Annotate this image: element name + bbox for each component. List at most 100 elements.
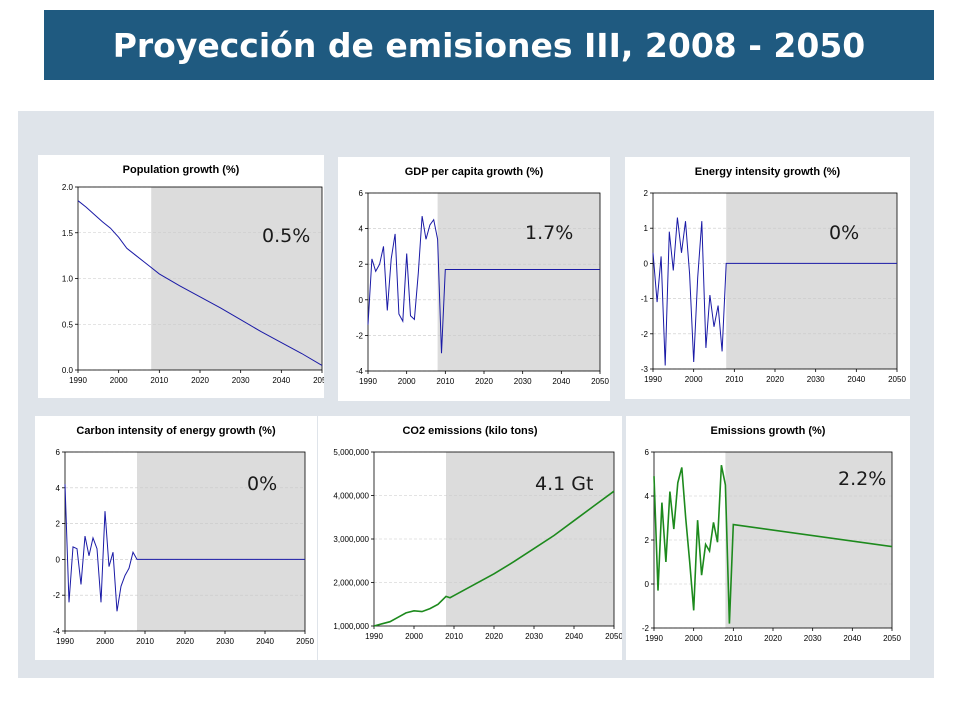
x-tick-label: 2020 bbox=[766, 375, 784, 384]
x-tick-label: 2010 bbox=[136, 637, 154, 646]
series-line bbox=[64, 484, 305, 612]
y-tick-label: 2.0 bbox=[62, 183, 74, 192]
y-tick-label: -2 bbox=[53, 591, 61, 600]
x-tick-label: 2050 bbox=[591, 377, 609, 386]
x-tick-label: 2020 bbox=[176, 637, 194, 646]
x-tick-label: 2020 bbox=[191, 376, 209, 385]
x-tick-label: 2040 bbox=[272, 376, 290, 385]
x-tick-label: 2040 bbox=[565, 632, 583, 641]
y-tick-label: 1.0 bbox=[62, 275, 74, 284]
chart-annotation-population: 0.5% bbox=[262, 225, 311, 247]
y-tick-label: -1 bbox=[641, 295, 649, 304]
chart-title: GDP per capita growth (%) bbox=[405, 166, 544, 178]
chart-annotation-carbon: 0% bbox=[247, 473, 278, 495]
x-tick-label: 2020 bbox=[485, 632, 503, 641]
x-tick-label: 1990 bbox=[69, 376, 87, 385]
x-tick-label: 2030 bbox=[216, 637, 234, 646]
population-growth-chart: Population growth (%) 0.0 0.5 1.0 1.5 2.0 1990… bbox=[38, 155, 324, 398]
x-tick-label: 2020 bbox=[475, 377, 493, 386]
series-line bbox=[77, 200, 323, 366]
plot-frame bbox=[653, 451, 893, 629]
y-tick-label: 0 bbox=[359, 296, 364, 305]
series-line bbox=[367, 216, 600, 354]
chart-annotation-emissions: 2.2% bbox=[838, 468, 887, 490]
x-tick-label: 2010 bbox=[725, 375, 743, 384]
y-tick-label: 2 bbox=[56, 520, 61, 529]
plot-frame bbox=[77, 186, 323, 371]
x-tick-label: 2000 bbox=[110, 376, 128, 385]
plot-frame bbox=[64, 451, 306, 632]
energy-intensity-growth-chart: Energy intensity growth (%) -3 -2 -1 0 1 2 1990… bbox=[625, 157, 910, 399]
y-tick-label: 3,000,000 bbox=[333, 535, 369, 544]
y-tick-label: 2,000,000 bbox=[333, 579, 369, 588]
projection-shade bbox=[137, 452, 305, 631]
y-tick-label: 2 bbox=[644, 189, 649, 198]
x-tick-label: 2050 bbox=[888, 375, 906, 384]
x-tick-label: 1990 bbox=[645, 634, 663, 643]
y-tick-label: 4 bbox=[645, 492, 650, 501]
chart-annotation-energy: 0% bbox=[829, 222, 860, 244]
x-tick-label: 2030 bbox=[514, 377, 532, 386]
y-tick-label: 0 bbox=[645, 580, 650, 589]
chart-title: Emissions growth (%) bbox=[711, 425, 826, 437]
x-tick-label: 2020 bbox=[764, 634, 782, 643]
x-tick-label: 2030 bbox=[807, 375, 825, 384]
y-tick-label: 5,000,000 bbox=[333, 448, 369, 457]
chart-title: Population growth (%) bbox=[123, 164, 240, 176]
plot-frame bbox=[652, 192, 898, 370]
emissions-growth-chart: Emissions growth (%) -2 0 2 4 6 1990 2000 2010 20… bbox=[626, 416, 910, 660]
y-tick-label: 1 bbox=[644, 224, 649, 233]
y-tick-label: 0.0 bbox=[62, 366, 74, 375]
chart-title: CO2 emissions (kilo tons) bbox=[402, 425, 537, 437]
plot-frame bbox=[367, 192, 601, 372]
page-title: Proyección de emisiones III, 2008 - 2050 bbox=[44, 10, 934, 80]
y-tick-label: -2 bbox=[642, 624, 650, 633]
x-tick-label: 2050 bbox=[313, 376, 324, 385]
x-tick-label: 2050 bbox=[883, 634, 901, 643]
x-tick-label: 2010 bbox=[445, 632, 463, 641]
x-tick-label: 2000 bbox=[96, 637, 114, 646]
x-tick-label: 1990 bbox=[56, 637, 74, 646]
projection-shade bbox=[726, 193, 897, 369]
y-tick-label: 4,000,000 bbox=[333, 492, 369, 501]
x-tick-label: 2010 bbox=[436, 377, 454, 386]
projection-shade bbox=[437, 193, 600, 371]
projection-shade bbox=[151, 187, 322, 370]
y-tick-label: -2 bbox=[356, 331, 364, 340]
plot-frame bbox=[373, 451, 615, 627]
x-tick-label: 2010 bbox=[150, 376, 168, 385]
x-tick-label: 2000 bbox=[398, 377, 416, 386]
gdp-per-capita-growth-chart: GDP per capita growth (%) -4 -2 0 2 4 6 1990 200… bbox=[338, 157, 610, 401]
chart-title: Carbon intensity of energy growth (%) bbox=[76, 425, 276, 437]
x-tick-label: 2030 bbox=[804, 634, 822, 643]
y-tick-label: 0 bbox=[644, 259, 649, 268]
x-tick-label: 2050 bbox=[296, 637, 314, 646]
y-tick-label: 6 bbox=[359, 189, 364, 198]
y-tick-label: 0.5 bbox=[62, 320, 74, 329]
series-line bbox=[653, 465, 893, 624]
x-tick-label: 2000 bbox=[405, 632, 423, 641]
x-tick-label: 2040 bbox=[843, 634, 861, 643]
x-tick-label: 2050 bbox=[605, 632, 622, 641]
x-tick-label: 1990 bbox=[644, 375, 662, 384]
chart-annotation-co2: 4.1 Gt bbox=[535, 473, 594, 495]
series-line bbox=[652, 217, 897, 366]
y-tick-label: 1.5 bbox=[62, 229, 74, 238]
x-tick-label: 2040 bbox=[552, 377, 570, 386]
x-tick-label: 2000 bbox=[685, 375, 703, 384]
x-tick-label: 2000 bbox=[685, 634, 703, 643]
x-tick-label: 1990 bbox=[365, 632, 383, 641]
y-tick-label: -4 bbox=[53, 627, 61, 636]
y-tick-label: 6 bbox=[645, 448, 650, 457]
carbon-intensity-growth-chart: Carbon intensity of energy growth (%) -4 -… bbox=[35, 416, 317, 660]
y-tick-label: -3 bbox=[641, 365, 649, 374]
y-tick-label: 4 bbox=[359, 225, 364, 234]
x-tick-label: 2030 bbox=[525, 632, 543, 641]
y-tick-label: 1,000,000 bbox=[333, 622, 369, 631]
x-tick-label: 2010 bbox=[724, 634, 742, 643]
x-tick-label: 2030 bbox=[232, 376, 250, 385]
y-tick-label: -4 bbox=[356, 367, 364, 376]
chart-annotation-gdp: 1.7% bbox=[525, 222, 574, 244]
y-tick-label: 2 bbox=[359, 260, 364, 269]
y-tick-label: 0 bbox=[56, 555, 61, 564]
